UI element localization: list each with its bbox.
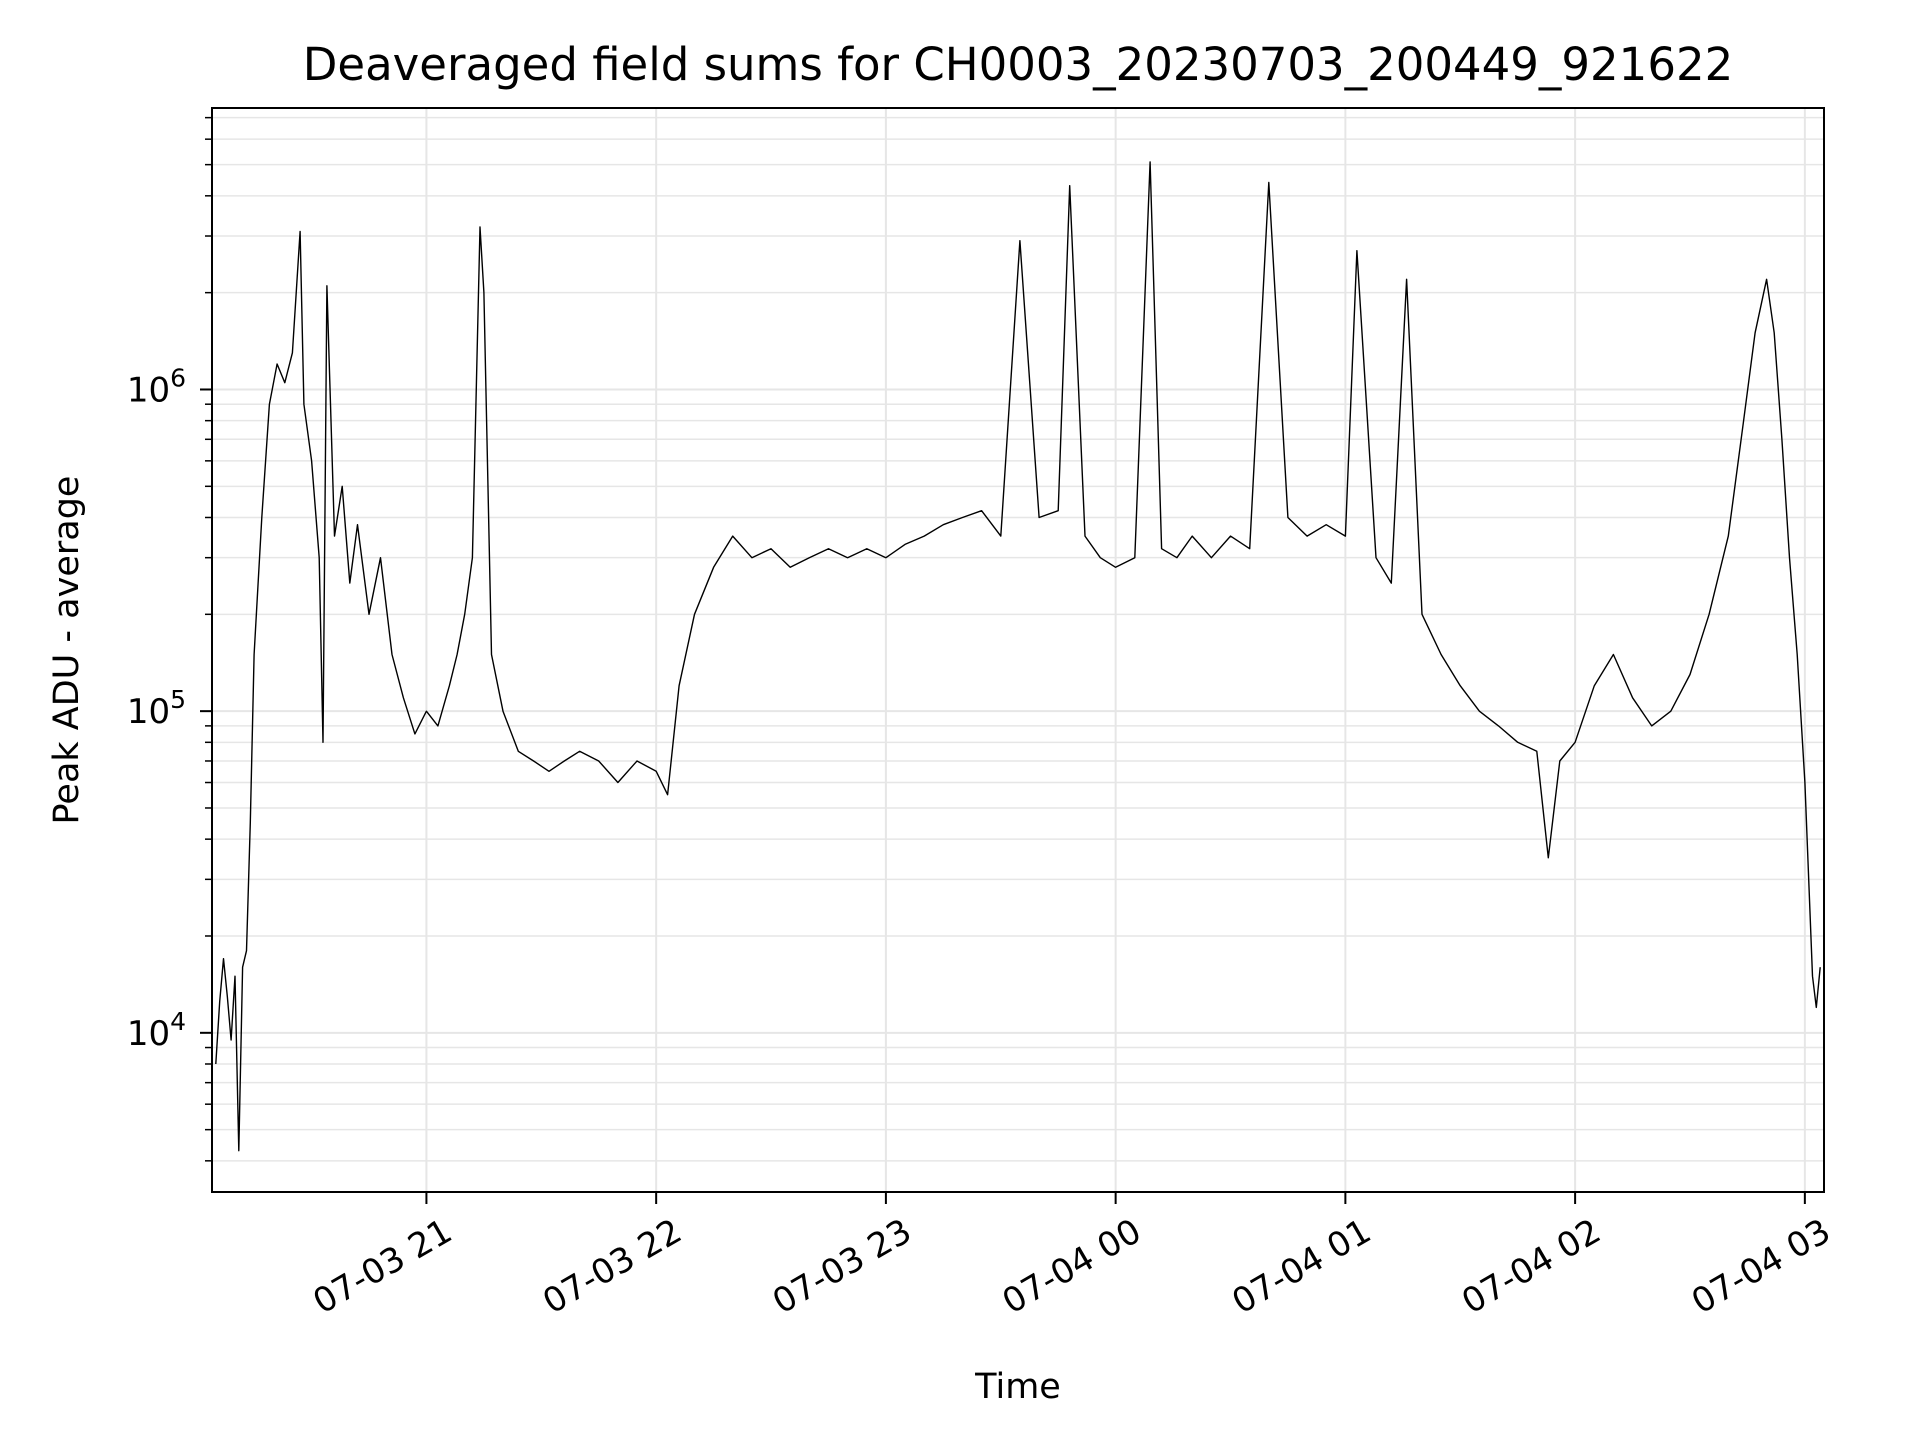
y-tick-label: 104 [127,1007,186,1054]
y-tick-label: 105 [127,685,186,732]
series-line [215,161,1821,1152]
y-axis-label: Peak ADU - average [47,476,87,825]
grid [212,108,1824,1192]
x-axis-label: Time [974,1367,1061,1407]
line-layer [215,161,1821,1152]
y-tick-label: 106 [127,363,186,410]
chart-title: Deaveraged field sums for CH0003_2023070… [303,38,1733,91]
plot-frame [211,107,1825,1193]
